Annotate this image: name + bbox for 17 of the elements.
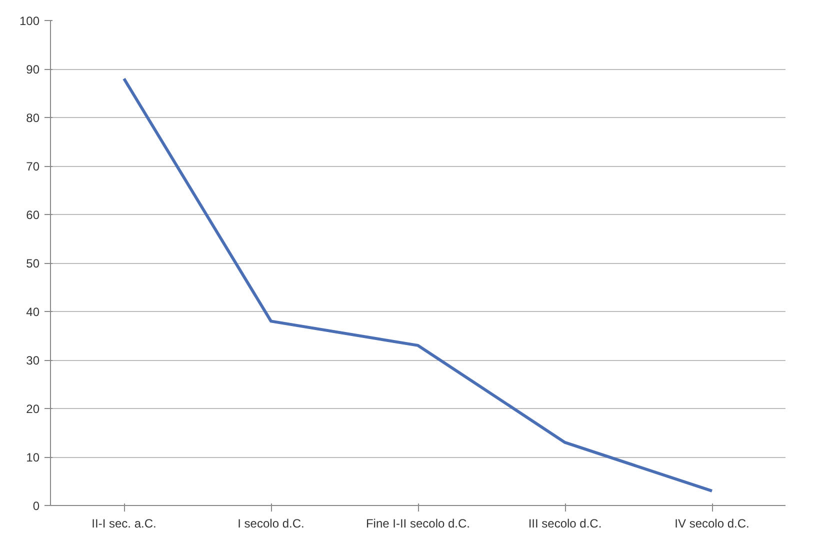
x-tick-label: IV secolo d.C. xyxy=(674,516,750,530)
y-tick-label: 10 xyxy=(26,450,40,464)
y-tick-label: 50 xyxy=(26,256,40,270)
x-tick-label: I secolo d.C. xyxy=(238,516,304,530)
y-tick-label: 30 xyxy=(26,354,40,368)
y-tick-label: 60 xyxy=(26,208,40,222)
y-tick-label: 90 xyxy=(26,62,40,76)
x-tick-label: III secolo d.C. xyxy=(528,516,602,530)
y-tick-label: 40 xyxy=(26,305,40,319)
line-series xyxy=(122,77,714,492)
y-tick-label: 0 xyxy=(32,499,40,513)
x-tick-label: II-I sec. a.C. xyxy=(92,516,156,530)
y-tick-label: 100 xyxy=(19,14,40,28)
y-tick-label: 70 xyxy=(26,160,40,174)
y-tick-label: 20 xyxy=(26,402,40,416)
y-tick-label: 80 xyxy=(26,111,40,125)
x-tick-label: Fine I-II secolo d.C. xyxy=(366,516,470,530)
